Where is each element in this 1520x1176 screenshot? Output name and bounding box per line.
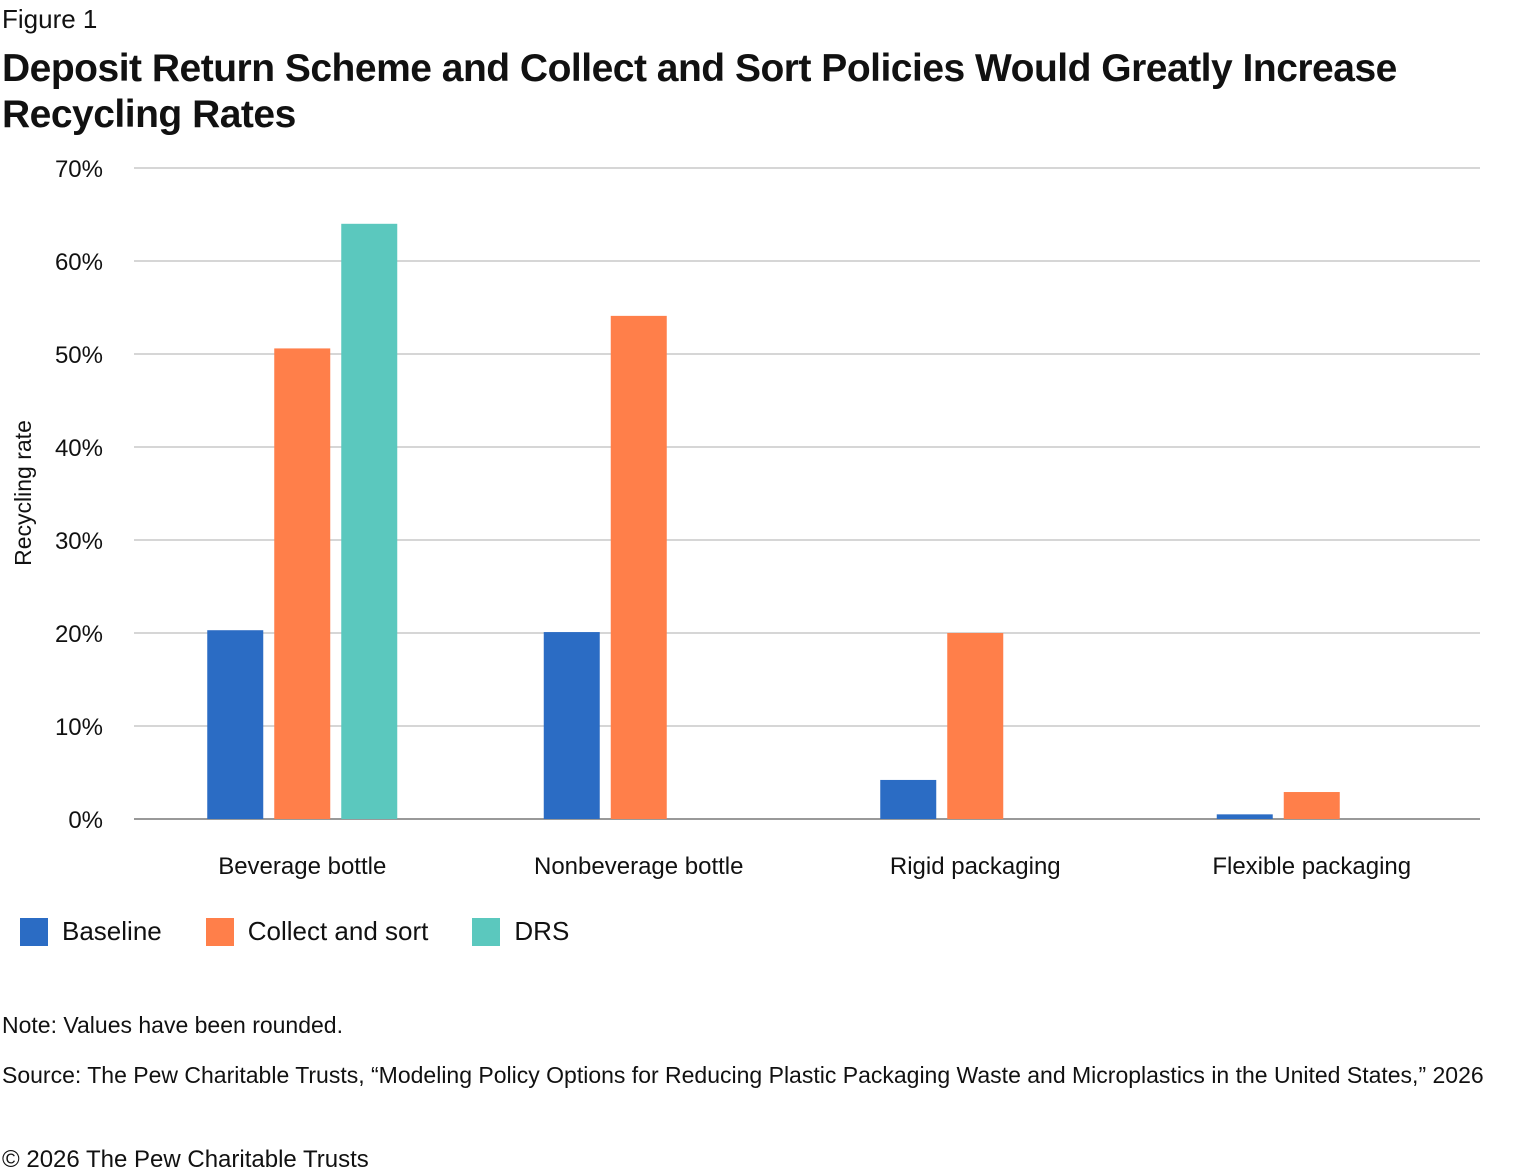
note: Note: Values have been rounded. — [2, 1012, 343, 1038]
y-tick-label: 40% — [55, 435, 103, 462]
y-axis-label: Recycling rate — [10, 420, 36, 566]
bar-collect-and-sort — [947, 633, 1004, 819]
legend-item: DRS — [472, 916, 569, 947]
source: Source: The Pew Charitable Trusts, “Mode… — [2, 1062, 1484, 1088]
bar-collect-and-sort — [610, 315, 667, 819]
y-tick-label: 0% — [68, 807, 103, 834]
x-tick-label: Flexible packaging — [1212, 853, 1411, 880]
x-tick-label: Nonbeverage bottle — [534, 853, 743, 880]
bar-chart: 0% 10% 20% 30% 40% 50% 60% 70% Recycling rate Bev… — [10, 156, 1480, 880]
y-tick-label: 50% — [55, 342, 103, 369]
bar-baseline — [543, 632, 600, 819]
y-tick-label: 20% — [55, 621, 103, 648]
bar-drs — [341, 223, 398, 820]
y-tick-label: 70% — [55, 156, 103, 183]
chart-title: Deposit Return Scheme and Collect and So… — [2, 47, 1397, 136]
legend-item: Baseline — [20, 916, 162, 947]
y-tick-label: 60% — [55, 249, 103, 276]
bar-collect-and-sort — [1283, 792, 1340, 819]
legend-label: Baseline — [62, 916, 162, 946]
bar-baseline — [207, 630, 264, 819]
x-tick-label: Rigid packaging — [890, 853, 1061, 880]
legend-swatch — [472, 917, 501, 946]
bar-baseline — [880, 779, 937, 819]
legend-label: Collect and sort — [247, 916, 429, 946]
legend-item: Collect and sort — [205, 916, 429, 947]
figure-label: Figure 1 — [2, 4, 98, 34]
copyright: © 2026 The Pew Charitable Trusts — [2, 1146, 369, 1173]
bar-collect-and-sort — [274, 348, 331, 819]
legend: Baseline Collect and sort DRS — [20, 916, 569, 947]
y-tick-label: 30% — [55, 528, 103, 555]
legend-label: DRS — [514, 916, 570, 946]
legend-swatch — [20, 917, 48, 946]
x-tick-label: Beverage bottle — [218, 853, 386, 880]
legend-swatch — [205, 917, 234, 946]
y-tick-label: 10% — [55, 714, 103, 741]
bar-baseline — [1216, 814, 1273, 819]
